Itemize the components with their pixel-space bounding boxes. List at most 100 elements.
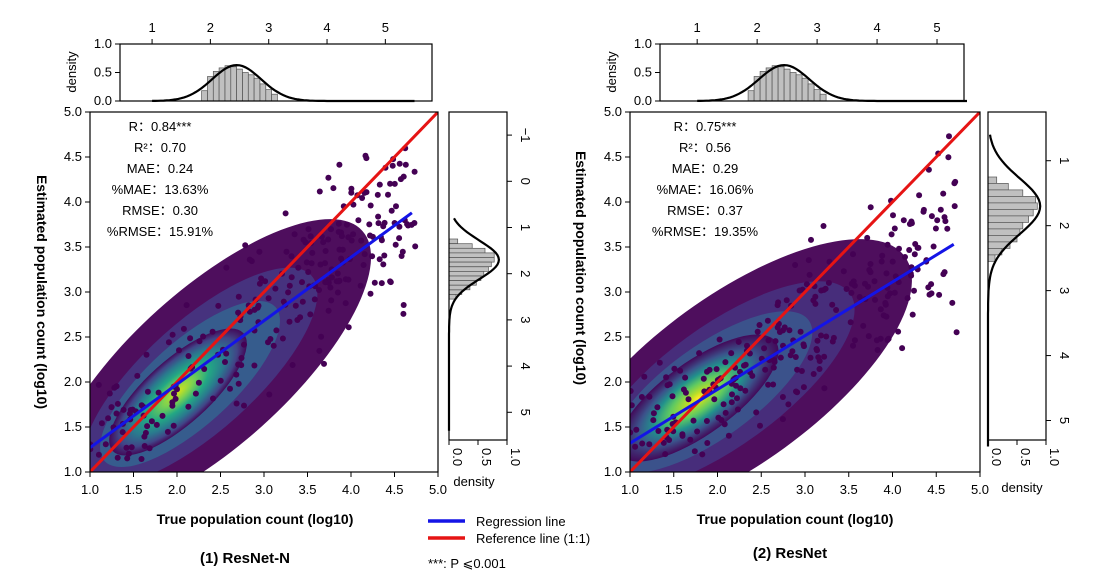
scatter-point bbox=[141, 433, 148, 440]
scatter-point bbox=[361, 251, 368, 258]
stat-pct-mae: %MAE：16.06% bbox=[657, 182, 754, 197]
scatter-point bbox=[144, 423, 151, 430]
scatter-point bbox=[399, 248, 406, 255]
scatter-point bbox=[400, 302, 407, 308]
x-tick-label: 2.0 bbox=[708, 482, 726, 497]
scatter-point bbox=[402, 161, 409, 168]
top-x-tick-label: 5 bbox=[933, 20, 940, 35]
scatter-point bbox=[728, 399, 735, 406]
side-histogram-bar bbox=[448, 275, 482, 281]
scatter-point bbox=[757, 422, 763, 429]
side-y-tick-label: 4 bbox=[518, 362, 533, 369]
scatter-point bbox=[223, 350, 230, 357]
scatter-point bbox=[840, 268, 847, 275]
scatter-point bbox=[227, 385, 233, 392]
scatter-point bbox=[367, 290, 374, 297]
scatter-point bbox=[396, 235, 403, 242]
y-tick-label: 1.5 bbox=[64, 419, 82, 434]
scatter-point bbox=[381, 219, 388, 226]
scatter-point bbox=[325, 236, 332, 243]
scatter-point bbox=[646, 393, 653, 400]
scatter-point bbox=[810, 371, 817, 377]
side-y-tick-label: 5 bbox=[1057, 417, 1072, 424]
scatter-point bbox=[801, 343, 807, 350]
scatter-point bbox=[711, 396, 718, 403]
side-y-tick-label: −1 bbox=[518, 128, 533, 143]
scatter-point bbox=[765, 337, 772, 344]
scatter-point bbox=[720, 401, 727, 408]
scatter-point bbox=[106, 390, 113, 397]
side-y-tick-label: 4 bbox=[1057, 352, 1072, 359]
scatter-point bbox=[641, 373, 648, 380]
top-histogram-bar bbox=[247, 74, 255, 102]
scatter-point bbox=[946, 133, 952, 140]
scatter-point bbox=[663, 374, 670, 381]
scatter-point bbox=[108, 404, 115, 411]
x-tick-label: 1.5 bbox=[665, 482, 683, 497]
scatter-point bbox=[339, 246, 346, 253]
x-tick-label: 5.0 bbox=[429, 482, 447, 497]
scatter-point bbox=[884, 293, 891, 300]
y-tick-label: 3.5 bbox=[604, 239, 622, 254]
side-y-tick-label: 2 bbox=[1057, 222, 1072, 229]
scatter-point bbox=[816, 366, 823, 372]
scatter-point bbox=[656, 359, 663, 366]
scatter-point bbox=[902, 254, 908, 260]
x-tick-label: 3.0 bbox=[796, 482, 814, 497]
scatter-point bbox=[235, 380, 242, 387]
scatter-point bbox=[375, 213, 382, 220]
scatter-point bbox=[359, 195, 366, 201]
scatter-point bbox=[721, 421, 728, 428]
scatter-point bbox=[806, 271, 813, 278]
scatter-point bbox=[783, 297, 790, 304]
top-histogram-bar bbox=[783, 68, 791, 102]
scatter-point bbox=[807, 354, 814, 361]
scatter-point bbox=[338, 233, 345, 240]
scatter-point bbox=[114, 400, 121, 407]
scatter-point bbox=[937, 206, 944, 213]
scatter-point bbox=[374, 191, 381, 198]
side-y-tick-label: 0 bbox=[518, 178, 533, 185]
scatter-point bbox=[325, 174, 332, 181]
top-y-tick-label: 1.0 bbox=[634, 36, 652, 51]
scatter-point bbox=[164, 428, 171, 435]
scatter-point bbox=[928, 290, 935, 297]
x-tick-label: 1.5 bbox=[124, 482, 142, 497]
scatter-point bbox=[666, 381, 673, 388]
scatter-point bbox=[124, 455, 131, 462]
side-x-tick-label: 0.5 bbox=[479, 448, 494, 466]
stat-r2: R²：0.70 bbox=[134, 140, 186, 155]
scatter-point bbox=[105, 415, 112, 422]
scatter-point bbox=[680, 386, 687, 393]
top-histogram-bar bbox=[201, 90, 208, 102]
scatter-point bbox=[308, 260, 315, 267]
top-y-tick-label: 0.5 bbox=[94, 65, 112, 80]
side-histogram-bar bbox=[987, 222, 1024, 230]
y-tick-label: 2.0 bbox=[604, 374, 622, 389]
scatter-point bbox=[357, 282, 364, 289]
side-x-tick-label: 0.0 bbox=[989, 448, 1004, 466]
scatter-point bbox=[850, 342, 856, 349]
scatter-point bbox=[305, 269, 312, 275]
side-histogram-bar bbox=[448, 261, 492, 268]
scatter-point bbox=[299, 279, 305, 286]
scatter-point bbox=[787, 352, 794, 359]
scatter-point bbox=[367, 202, 374, 209]
scatter-point bbox=[792, 262, 799, 268]
side-marginal-frame bbox=[987, 111, 1047, 441]
side-histogram-bar bbox=[448, 252, 495, 258]
scatter-point bbox=[630, 402, 635, 409]
scatter-point bbox=[761, 345, 768, 352]
scatter-point bbox=[114, 454, 121, 461]
scatter-point bbox=[685, 396, 692, 403]
scatter-point bbox=[756, 322, 763, 328]
scatter-point bbox=[856, 294, 863, 300]
top-x-tick-label: 3 bbox=[813, 20, 820, 35]
scatter-point bbox=[138, 456, 145, 462]
scatter-point bbox=[781, 324, 788, 331]
scatter-point bbox=[300, 236, 307, 243]
scatter-outlier-points bbox=[630, 133, 960, 458]
scatter-point bbox=[677, 367, 684, 374]
stat-r: R：0.84*** bbox=[129, 119, 192, 134]
scatter-point bbox=[833, 307, 840, 313]
